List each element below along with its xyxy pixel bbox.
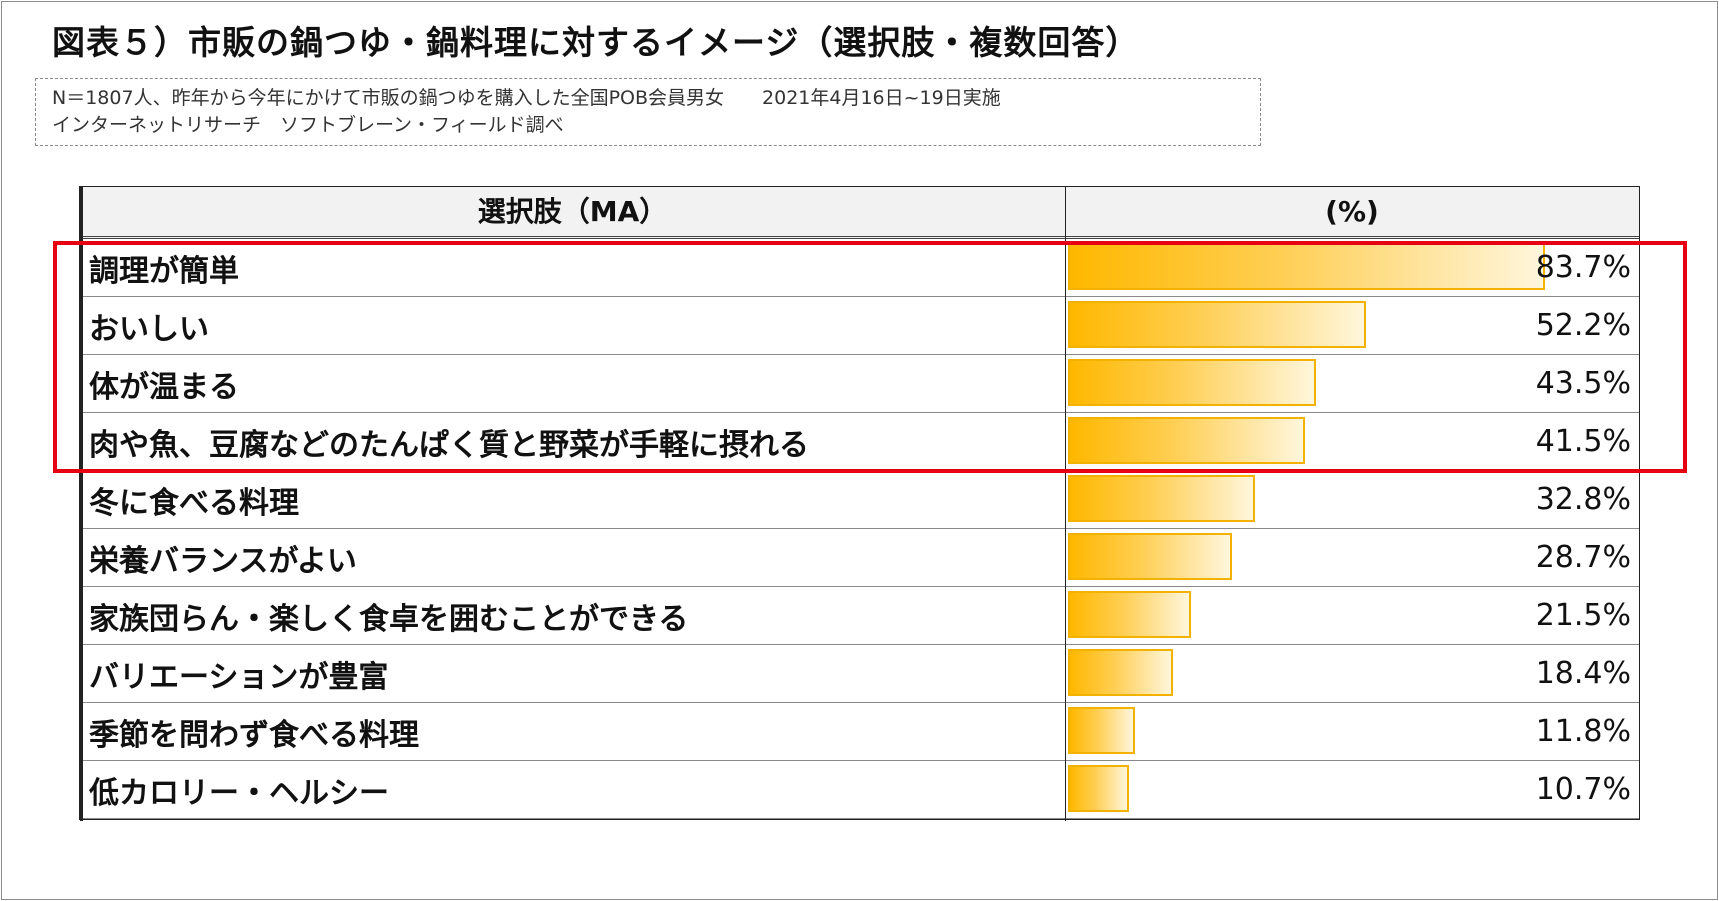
- table-row: 低カロリー・ヘルシー 10.7%: [80, 761, 1639, 819]
- row-label: 体が温まる: [89, 369, 239, 405]
- table-row: 肉や魚、豆腐などのたんぱく質と野菜が手軽に摂れる 41.5%: [80, 413, 1639, 471]
- table-header: 選択肢（MA） (%): [80, 187, 1639, 239]
- row-label: 低カロリー・ヘルシー: [89, 775, 389, 811]
- table-row: 調理が簡単 83.7%: [80, 239, 1639, 297]
- value-label: 10.7%: [1535, 772, 1631, 807]
- table-row: 家族団らん・楽しく食卓を囲むことができる 21.5%: [80, 587, 1639, 645]
- results-table: 選択肢（MA） (%) 調理が簡単 83.7% おいしい 52.2% 体が温まる 43.5…: [79, 186, 1640, 821]
- row-label: 調理が簡単: [89, 253, 239, 289]
- table-row: 栄養バランスがよい 28.7%: [80, 529, 1639, 587]
- bar: [1068, 359, 1316, 406]
- bar: [1068, 707, 1136, 754]
- row-label: おいしい: [89, 311, 209, 347]
- survey-note: N＝1807人、昨年から今年にかけて市販の鍋つゆを購入した全国POB会員男女 2…: [35, 78, 1261, 146]
- row-label: バリエーションが豊富: [89, 659, 389, 695]
- column-separator: [1065, 187, 1066, 821]
- value-label: 43.5%: [1535, 366, 1631, 401]
- value-label: 11.8%: [1535, 714, 1631, 749]
- value-label: 18.4%: [1535, 656, 1631, 691]
- row-label: 栄養バランスがよい: [89, 543, 357, 579]
- table-row: バリエーションが豊富 18.4%: [80, 645, 1639, 703]
- value-label: 52.2%: [1535, 308, 1631, 343]
- header-choices: 選択肢（MA）: [477, 195, 668, 228]
- left-border: [80, 187, 83, 821]
- value-label: 32.8%: [1535, 482, 1631, 517]
- value-label: 28.7%: [1535, 540, 1631, 575]
- row-label: 肉や魚、豆腐などのたんぱく質と野菜が手軽に摂れる: [89, 427, 809, 463]
- figure-title: 図表５）市販の鍋つゆ・鍋料理に対するイメージ（選択肢・複数回答）: [52, 23, 1140, 62]
- table-row: おいしい 52.2%: [80, 297, 1639, 355]
- bar: [1068, 649, 1173, 696]
- bar: [1068, 765, 1129, 812]
- bar: [1068, 475, 1255, 522]
- value-label: 21.5%: [1535, 598, 1631, 633]
- value-label: 83.7%: [1535, 250, 1631, 285]
- bar: [1068, 591, 1191, 638]
- survey-note-line-1: N＝1807人、昨年から今年にかけて市販の鍋つゆを購入した全国POB会員男女 2…: [52, 87, 1001, 109]
- table-row: 体が温まる 43.5%: [80, 355, 1639, 413]
- row-label: 季節を問わず食べる料理: [89, 717, 419, 753]
- value-label: 41.5%: [1535, 424, 1631, 459]
- table-row: 冬に食べる料理 32.8%: [80, 471, 1639, 529]
- row-label: 冬に食べる料理: [89, 485, 299, 521]
- bar: [1068, 301, 1366, 348]
- bar: [1068, 243, 1546, 290]
- table-row: 季節を問わず食べる料理 11.8%: [80, 703, 1639, 761]
- header-percent: (%): [1325, 195, 1379, 228]
- bar: [1068, 533, 1232, 580]
- row-label: 家族団らん・楽しく食卓を囲むことができる: [89, 601, 689, 637]
- survey-note-line-2: インターネットリサーチ ソフトブレーン・フィールド調べ: [52, 114, 564, 136]
- bar: [1068, 417, 1305, 464]
